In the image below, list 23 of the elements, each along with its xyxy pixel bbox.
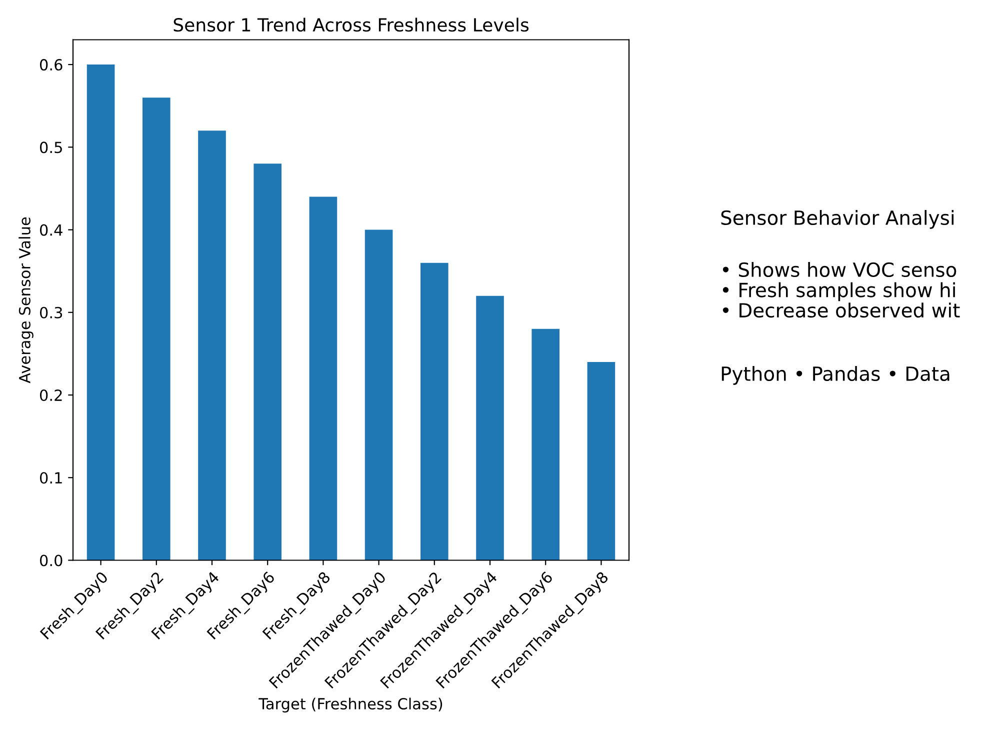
- bar: [587, 362, 616, 560]
- y-tick-label: 0.6: [40, 59, 62, 71]
- bar: [364, 230, 393, 560]
- chart-title: Sensor 1 Trend Across Freshness Levels: [174, 18, 529, 32]
- y-tick-label: 0.1: [40, 472, 62, 484]
- bar: [198, 130, 226, 560]
- bar: [476, 296, 504, 560]
- bar: [420, 262, 448, 560]
- y-tick-label: 0.2: [40, 389, 62, 402]
- y-axis-title: Average Sensor Value: [18, 217, 34, 384]
- y-tick-label: 0.4: [40, 224, 62, 236]
- text: Python • Pandas • Data: [722, 366, 950, 385]
- bar: [254, 164, 282, 560]
- text: • Shows how VOC senso • Fresh samples show hi • Decrease observed wit: [722, 262, 960, 318]
- bar: [142, 98, 170, 560]
- y-tick-label: 0.0: [40, 554, 62, 566]
- bar: [309, 196, 338, 560]
- y-tick-label: 0.5: [40, 142, 62, 154]
- bar: [86, 64, 115, 560]
- text: Sensor Behavior Analysi: [721, 210, 954, 229]
- y-tick-label: 0.3: [40, 306, 62, 318]
- bar: [532, 328, 560, 560]
- x-axis-title: Target (Freshness Class): [258, 698, 442, 712]
